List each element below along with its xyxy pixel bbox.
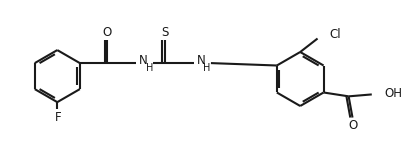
Text: F: F [55, 111, 61, 124]
Text: O: O [349, 119, 358, 132]
Text: Cl: Cl [329, 28, 341, 41]
Text: H: H [145, 63, 153, 73]
Text: S: S [161, 26, 168, 39]
Text: H: H [203, 63, 211, 73]
Text: N: N [197, 54, 206, 67]
Text: N: N [139, 54, 148, 67]
Text: O: O [102, 26, 112, 39]
Text: OH: OH [384, 87, 402, 100]
